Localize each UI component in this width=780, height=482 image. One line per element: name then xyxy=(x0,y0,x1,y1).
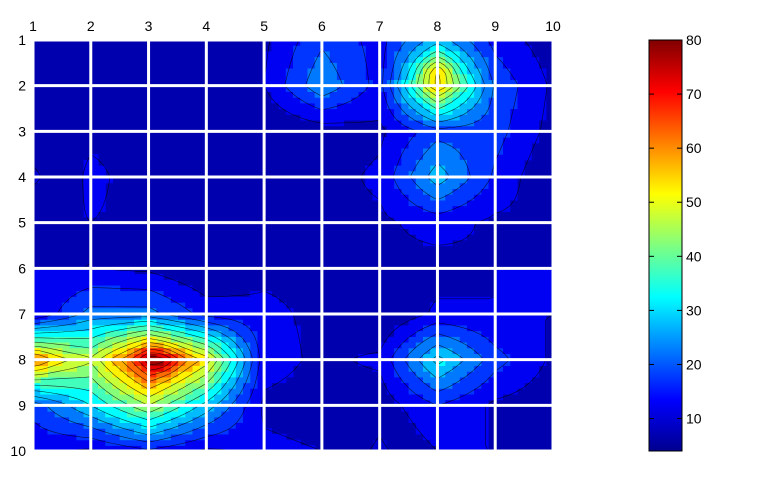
x-tick-label: 10 xyxy=(545,18,561,34)
x-tick-labels: 1 2 3 4 5 6 7 8 9 10 xyxy=(29,18,561,34)
contour-line-20 xyxy=(33,40,494,443)
x-tick-label: 2 xyxy=(87,18,95,34)
contour-line-30 xyxy=(33,43,477,428)
x-tick-label: 7 xyxy=(376,18,384,34)
colorbar-tick-label: 10 xyxy=(686,411,702,427)
plot-area xyxy=(31,38,555,453)
colorbar: 10 20 30 40 50 60 70 80 xyxy=(648,32,702,452)
y-tick-label: 4 xyxy=(18,169,26,185)
y-tick-label: 7 xyxy=(18,306,26,322)
y-tick-label: 2 xyxy=(18,78,26,94)
contour-line-25 xyxy=(33,40,486,436)
y-tick-label: 1 xyxy=(18,32,26,48)
x-tick-label: 5 xyxy=(260,18,268,34)
contour-line-50 xyxy=(33,65,448,398)
x-tick-label: 4 xyxy=(202,18,210,34)
x-tick-label: 6 xyxy=(318,18,326,34)
contour-band-45 xyxy=(33,62,453,406)
contour-layer xyxy=(33,40,553,451)
colorbar-tick-label: 70 xyxy=(686,86,702,102)
colorbar-tick-label: 40 xyxy=(686,248,702,264)
y-tick-label: 9 xyxy=(18,397,26,413)
colorbar-tick-label: 80 xyxy=(686,32,702,48)
contour-band-40 xyxy=(33,57,460,412)
x-tick-label: 1 xyxy=(29,18,37,34)
colorbar-gradient xyxy=(648,39,683,452)
y-tick-label: 3 xyxy=(18,123,26,139)
y-tick-labels: 1 2 3 4 5 6 7 8 9 10 xyxy=(10,32,26,459)
contour-band-35 xyxy=(33,51,467,418)
colorbar-tick-label: 20 xyxy=(686,356,702,372)
colorbar-tick-label: 60 xyxy=(686,140,702,156)
colorbar-tick-label: 30 xyxy=(686,302,702,318)
y-tick-label: 10 xyxy=(10,443,26,459)
x-tick-label: 3 xyxy=(145,18,153,34)
colorbar-tick-label: 50 xyxy=(686,194,702,210)
y-tick-label: 5 xyxy=(18,215,26,231)
grid-lines xyxy=(31,38,555,453)
x-tick-label: 9 xyxy=(491,18,499,34)
y-tick-label: 8 xyxy=(18,352,26,368)
y-tick-label: 6 xyxy=(18,260,26,276)
colorbar-ticks: 10 20 30 40 50 60 70 80 xyxy=(649,32,702,427)
x-tick-label: 8 xyxy=(434,18,442,34)
